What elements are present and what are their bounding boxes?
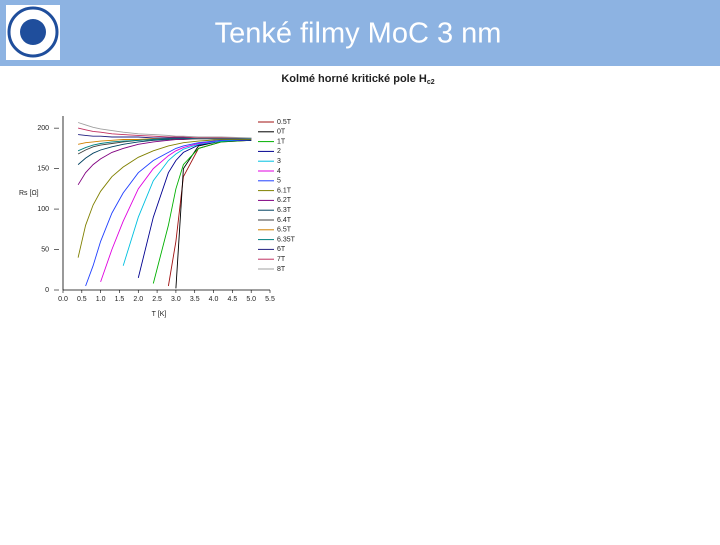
series-line bbox=[100, 139, 252, 283]
legend-label: 8T bbox=[277, 266, 286, 273]
header-bar bbox=[0, 0, 720, 66]
x-tick-label: 2.0 bbox=[133, 296, 143, 303]
x-tick-label: 3.5 bbox=[190, 296, 200, 303]
chart-title-main: Kolmé horné kritické pole H bbox=[281, 73, 427, 85]
x-tick-label: 0.0 bbox=[58, 296, 68, 303]
y-tick-label: 100 bbox=[37, 206, 49, 213]
y-tick-label: 0 bbox=[45, 287, 49, 294]
legend-label: 6.1T bbox=[277, 187, 292, 194]
x-tick-label: 5.5 bbox=[265, 296, 275, 303]
x-tick-label: 4.0 bbox=[209, 296, 219, 303]
y-axis-label: Rs [Ω] bbox=[19, 190, 39, 197]
legend-label: 3 bbox=[277, 158, 281, 165]
series-line bbox=[152, 139, 252, 284]
x-tick-label: 5.0 bbox=[246, 296, 256, 303]
series-line bbox=[175, 139, 252, 289]
x-tick-label: 4.5 bbox=[227, 296, 237, 303]
x-tick-label: 2.5 bbox=[152, 296, 162, 303]
legend-label: 4 bbox=[277, 168, 281, 175]
legend-label: 6.2T bbox=[277, 197, 292, 204]
y-tick-label: 150 bbox=[37, 165, 49, 172]
series-line bbox=[122, 139, 252, 266]
slide-title: Tenké filmy MoC 3 nm bbox=[215, 18, 502, 50]
legend-label: 6.35T bbox=[277, 236, 296, 243]
legend-label: 0.5T bbox=[277, 119, 292, 126]
x-tick-label: 3.0 bbox=[171, 296, 181, 303]
series-line bbox=[137, 139, 252, 279]
series-line bbox=[77, 122, 252, 139]
x-tick-label: 0.5 bbox=[77, 296, 87, 303]
series-line bbox=[77, 138, 252, 152]
x-tick-label: 1.0 bbox=[96, 296, 106, 303]
legend-label: 6T bbox=[277, 246, 286, 253]
legend-label: 1T bbox=[277, 138, 286, 145]
legend-label: 6.3T bbox=[277, 207, 292, 214]
series-line bbox=[77, 139, 252, 258]
y-tick-label: 50 bbox=[41, 246, 49, 253]
chart-title-sub: c2 bbox=[427, 79, 435, 86]
legend-label: 0T bbox=[277, 129, 286, 136]
series-line bbox=[85, 139, 252, 287]
y-tick-label: 200 bbox=[37, 125, 49, 132]
legend-label: 6.5T bbox=[277, 227, 292, 234]
x-tick-label: 1.5 bbox=[115, 296, 125, 303]
legend-label: 6.4T bbox=[277, 217, 292, 224]
legend-label: 5 bbox=[277, 178, 281, 185]
logo-center bbox=[20, 19, 46, 45]
legend-label: 7T bbox=[277, 256, 286, 263]
x-axis-label: T [K] bbox=[152, 311, 167, 318]
series-line bbox=[78, 127, 252, 139]
series-line bbox=[77, 138, 252, 186]
chart-title: Kolmé horné kritické pole Hc2 bbox=[281, 73, 434, 86]
legend-label: 2 bbox=[277, 148, 281, 155]
